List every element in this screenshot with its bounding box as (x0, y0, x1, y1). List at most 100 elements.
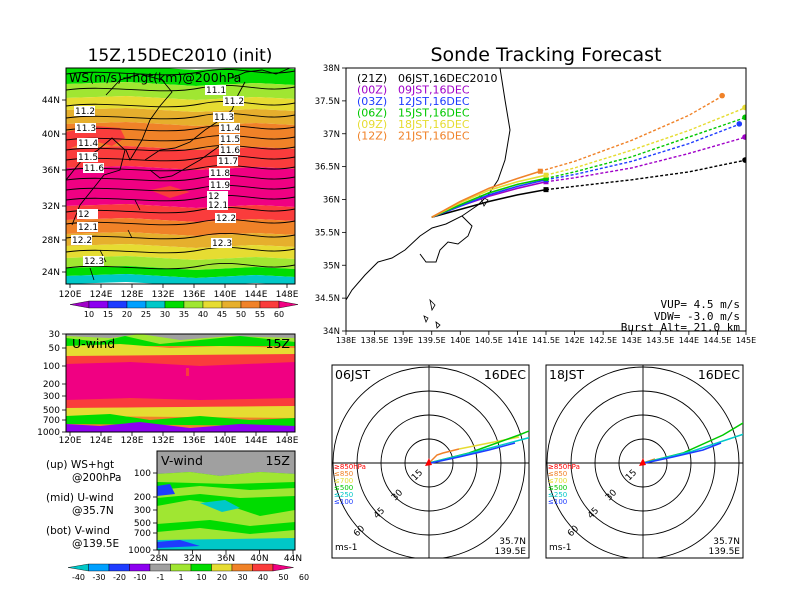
ws-band (66, 232, 295, 248)
pressure-tick-label: 200 (43, 380, 60, 390)
colorbar-swatch (252, 563, 274, 572)
colorbar-label: 60 (274, 310, 284, 319)
track-line-solid (431, 178, 547, 218)
colorbar-label: -10 (133, 573, 146, 582)
v-wind-label: V-wind (161, 453, 203, 468)
track-line-solid (431, 177, 547, 218)
lat-tick-label: 32N (183, 554, 201, 564)
contour-label-bg (77, 138, 98, 148)
contour-label-bg (207, 200, 228, 210)
lat-tick-label: 36N (217, 554, 235, 564)
hodograph-origin (425, 458, 432, 466)
lat-tick-label: 35N (323, 261, 340, 271)
lon-tick-label: 138.5E (361, 336, 389, 345)
u-wind-time: 15Z (266, 336, 290, 351)
pressure-tick-label: 100 (43, 362, 60, 372)
ws-map-panel: 11.111.211.211.311.3 11.411.4 11.511.511.6… (42, 67, 299, 319)
legend-code: (12Z) (357, 130, 387, 143)
ws-contour (66, 233, 295, 240)
colorbar-swatch (221, 300, 242, 309)
colorbar-swatch (164, 300, 185, 309)
level-legend: ≥850hPa (548, 463, 580, 471)
legend-code: (06Z) (357, 107, 387, 120)
hodograph-units: ms-1 (335, 543, 357, 553)
colorbar-swatch (129, 563, 151, 572)
contour-label-bg (83, 256, 104, 266)
contour-label-bg (209, 168, 230, 178)
legend-time: 09JST,16DEC (398, 84, 470, 97)
contour-label: 12.3 (84, 257, 104, 267)
track-line-dashed (545, 159, 746, 191)
contour-label-bg (209, 180, 230, 190)
pressure-tick-label: 200 (134, 493, 151, 503)
lon-tick-label: 145E (736, 336, 756, 345)
colorbar-label: 40 (198, 310, 208, 319)
ws-band (66, 204, 295, 222)
colorbar-swatch (126, 300, 147, 309)
track-endpoint (742, 157, 746, 163)
colorbar-label: 30 (237, 573, 247, 582)
lon-tick-label: 141.5E (532, 336, 560, 345)
lat-tick-label: 36.5N (315, 163, 340, 173)
hodograph-lat: 35.7N (713, 537, 740, 547)
colorbar-swatch (190, 563, 212, 572)
legend-bot-line2: @139.5E (72, 538, 119, 550)
lat-tick-label: 44N (42, 96, 60, 106)
contour-label: 11.2 (224, 97, 244, 107)
u-wind-label: U-wind (72, 336, 115, 351)
contour-label: 11.8 (210, 169, 230, 179)
lon-tick-label: 141E (507, 336, 527, 345)
lon-tick-label: 142E (564, 336, 584, 345)
contour-label: 11.9 (210, 181, 230, 191)
track-endpoint (742, 104, 746, 111)
hodograph-time: 18JST (549, 367, 585, 382)
lon-tick-label: 143E (622, 336, 642, 345)
contour-label-bg (77, 209, 98, 219)
colorbar-label: -40 (72, 573, 85, 582)
hodograph-plot (332, 365, 529, 558)
lat-tick-label: 34N (323, 327, 340, 337)
colorbar-label: 10 (196, 573, 206, 582)
colorbar-label: 50 (278, 573, 288, 582)
track-endpoint (742, 134, 746, 140)
lon-tick-label: 144E (679, 336, 699, 345)
lon-tick-label: 120E (59, 436, 82, 446)
ws-contour (66, 185, 295, 192)
colorbar-swatch (145, 300, 166, 309)
ws-contour (66, 247, 295, 254)
hodograph-lon: 139.5E (495, 547, 527, 557)
ws-contour (66, 85, 295, 92)
pressure-tick-label: 300 (43, 392, 60, 402)
contour-label-bg (219, 123, 240, 133)
contour-label: 12 (78, 210, 89, 220)
contour-label: 11.2 (75, 107, 95, 117)
lon-tick-label: 136E (183, 290, 206, 300)
track-marker-square (543, 172, 549, 178)
track-map-panel: 34N 34.5N 35N 35.5N 36N 36.5N 37N 37.5N 38N 138E 1… (315, 64, 756, 345)
level-legend: ≤700 (548, 477, 567, 485)
ws-contour (66, 135, 295, 142)
lon-tick-label: 143.5E (646, 336, 674, 345)
track-endpoint (742, 114, 746, 121)
lon-tick-label: 140.5E (475, 336, 503, 345)
colorbar-swatch (240, 300, 261, 309)
pressure-tick-label: 500 (134, 519, 151, 529)
lon-tick-label: 138E (336, 336, 356, 345)
lon-tick-label: 128E (121, 290, 144, 300)
colorbar-label: 20 (217, 573, 227, 582)
v-colorbar: -40 -30 -20 -10 -1 1 10 20 30 40 50 60 (67, 563, 309, 582)
lon-tick-label: 136E (183, 436, 206, 446)
colorbar-label: -1 (157, 573, 165, 582)
colorbar-swatch (88, 300, 109, 309)
lon-tick-label: 139E (393, 336, 413, 345)
contour-label: 11.7 (218, 157, 238, 167)
ws-band (66, 166, 295, 208)
lat-tick-label: 37.5N (315, 97, 340, 107)
contour-label-bg (71, 235, 92, 245)
lat-tick-label: 44N (284, 554, 302, 564)
level-legend: ≤700 (334, 477, 353, 485)
contour-label: 11.1 (206, 86, 226, 96)
hodograph-lon: 139.5E (709, 547, 741, 557)
